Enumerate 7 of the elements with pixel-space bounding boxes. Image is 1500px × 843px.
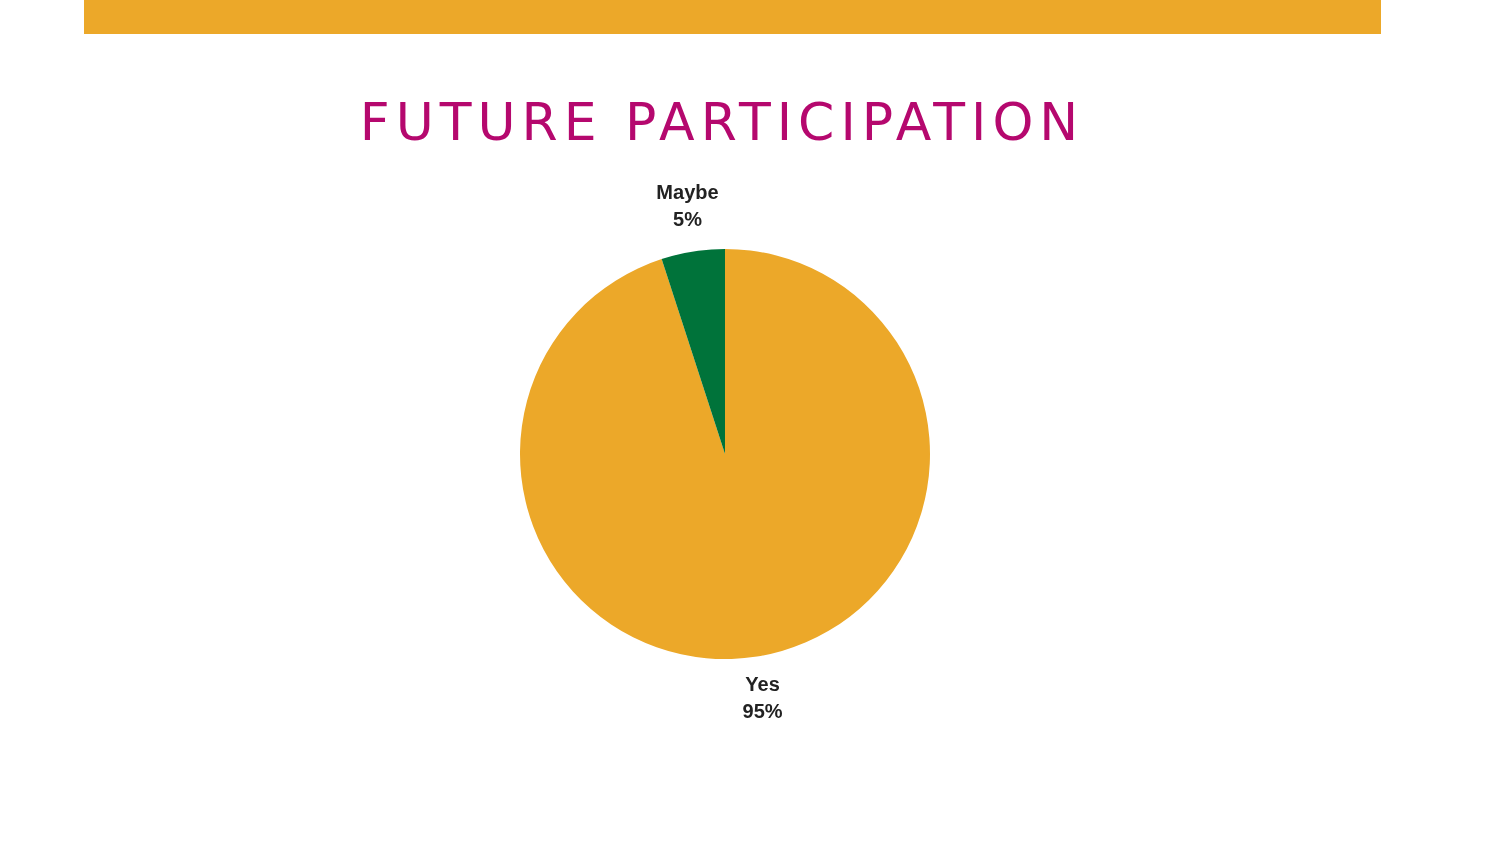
slice-label: Maybe xyxy=(656,180,719,203)
pie-slice xyxy=(661,249,725,454)
chart-title: FUTURE PARTICIPATION xyxy=(359,92,1085,152)
slice-label: Yes xyxy=(745,673,780,696)
data-label: 95% xyxy=(742,700,783,723)
pie-slice xyxy=(520,249,930,659)
data-label: 5% xyxy=(673,207,703,230)
